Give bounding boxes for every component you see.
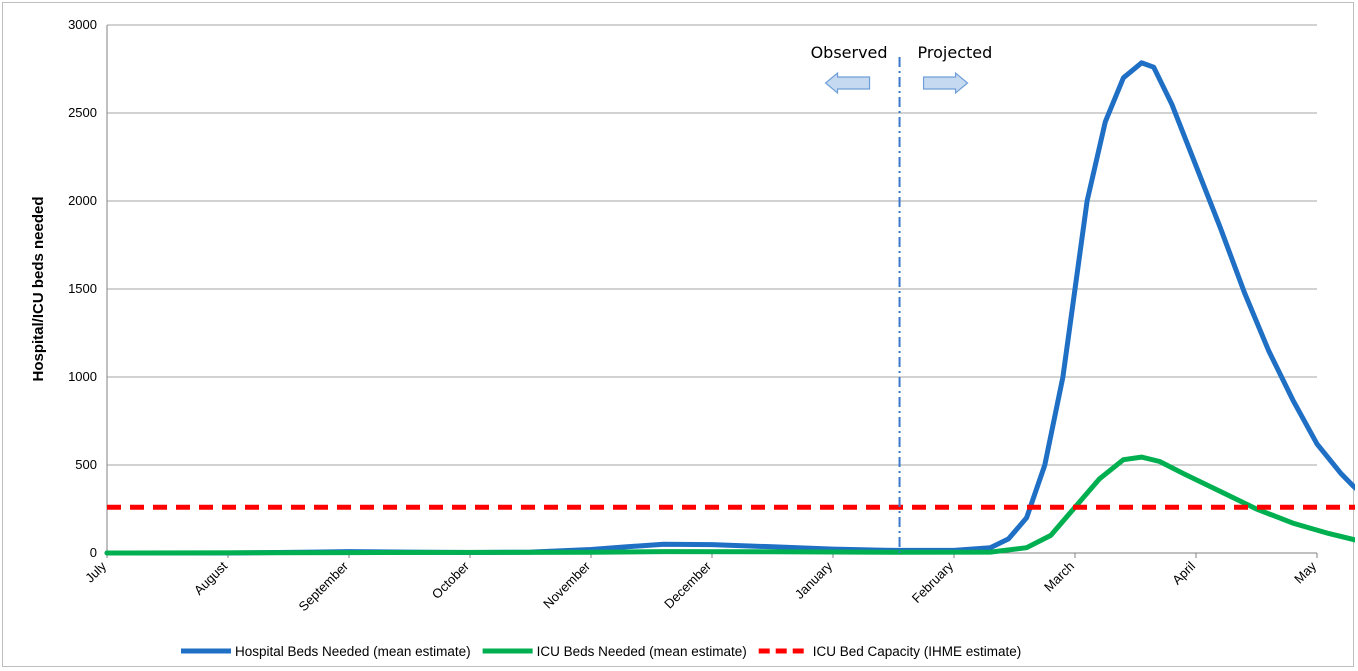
y-tick-1500: 1500: [68, 281, 97, 296]
y-tick-1000: 1000: [68, 369, 97, 384]
annotations: Observed Projected: [811, 43, 993, 553]
grid-lines: [107, 24, 1317, 466]
x-tick-november: November: [540, 558, 593, 611]
legend-label-0: Hospital Beds Needed (mean estimate): [235, 644, 471, 659]
x-tick-july: July: [82, 558, 109, 585]
y-tick-500: 500: [75, 457, 97, 472]
y-tick-0: 0: [90, 545, 97, 560]
y-tick-2500: 2500: [68, 105, 97, 120]
projected-arrow-icon: [922, 71, 969, 95]
legend: Hospital Beds Needed (mean estimate) ICU …: [181, 644, 1021, 659]
x-tick-march: March: [1041, 559, 1077, 595]
x-tick-april: April: [1169, 558, 1198, 587]
series-lines: [104, 60, 1355, 556]
x-tick-october: October: [429, 558, 473, 602]
x-tick-august: August: [191, 558, 230, 597]
x-tick-december: December: [661, 558, 714, 611]
chart-svg: 0 500 1000 1500 2000 2500 3000 July August Septe…: [30, 17, 1355, 659]
legend-label-2: ICU Bed Capacity (IHME estimate): [813, 644, 1022, 659]
x-tick-january: January: [792, 558, 836, 602]
x-tick-february: February: [909, 558, 957, 606]
y-tick-3000: 3000: [68, 17, 97, 32]
axes: [106, 25, 1318, 558]
x-tick-september: September: [296, 558, 352, 614]
x-tick-labels: July August September October November Decemb…: [82, 558, 1319, 614]
series-line-1: [104, 454, 1355, 556]
y-tick-2000: 2000: [68, 193, 97, 208]
y-axis-title: Hospital/ICU beds needed: [30, 196, 47, 381]
legend-label-1: ICU Beds Needed (mean estimate): [537, 644, 747, 659]
observed-arrow-icon: [824, 71, 871, 95]
projected-label: Projected: [918, 43, 993, 62]
y-tick-labels: 0 500 1000 1500 2000 2500 3000: [68, 17, 97, 560]
x-tick-may: May: [1291, 558, 1319, 586]
observed-label: Observed: [811, 43, 888, 62]
series-line-0: [104, 60, 1355, 556]
